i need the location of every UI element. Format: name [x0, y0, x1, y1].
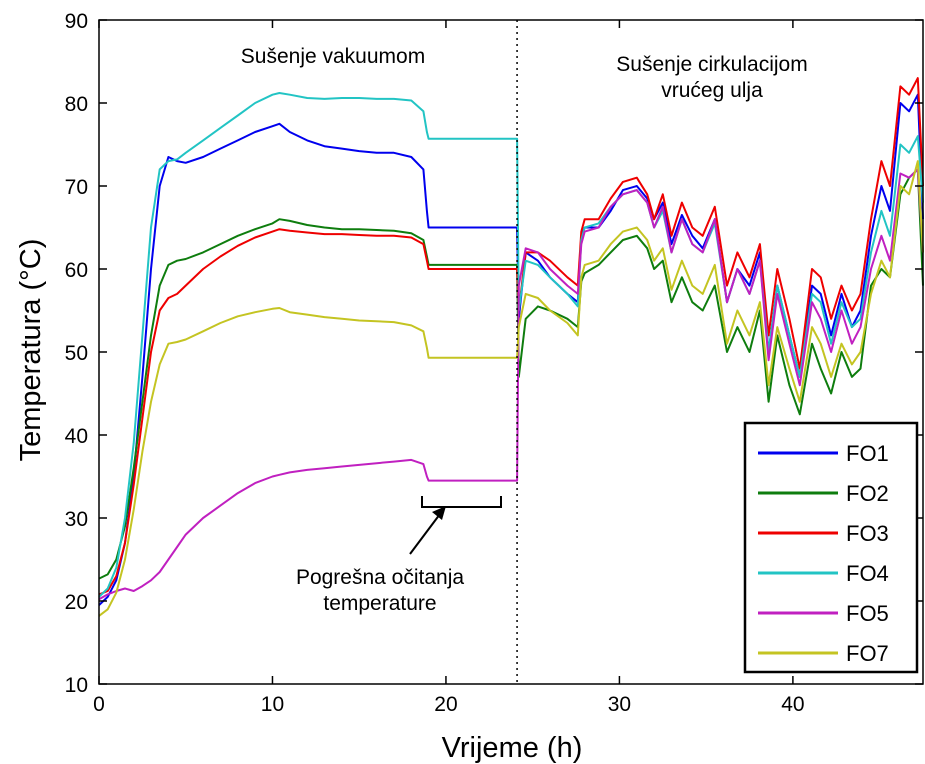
legend-box — [743, 421, 919, 674]
y-tick-label: 90 — [65, 10, 88, 33]
vacuum-drying-label: Sušenje vakuumom — [241, 45, 425, 68]
error-arrow-line — [409, 513, 441, 555]
y-tick-label: 40 — [65, 425, 88, 448]
oil-drying-label-line1: Sušenje cirkulacijom — [616, 53, 807, 76]
x-tick-label: 0 — [93, 693, 105, 716]
x-tick-label: 40 — [781, 693, 804, 716]
x-tick-label: 20 — [434, 693, 457, 716]
series-line-fo7 — [98, 160, 924, 617]
legend-label-fo4: FO4 — [846, 561, 889, 586]
y-axis-label: Temperatura (°C) — [15, 239, 47, 462]
x-axis-label: Vrijeme (h) — [442, 732, 583, 764]
y-tick-label: 50 — [65, 342, 88, 365]
y-tick-label: 80 — [65, 93, 88, 116]
x-tick-label: 30 — [608, 693, 631, 716]
error-bracket — [421, 496, 502, 508]
series-layer — [98, 77, 924, 617]
y-tick-label: 30 — [65, 508, 88, 531]
legend: FO1 FO2 FO3 FO4 FO5 FO7 — [743, 421, 919, 674]
legend-label-fo3: FO3 — [846, 521, 889, 546]
legend-label-fo7: FO7 — [846, 641, 889, 666]
error-label-line1: Pogrešna očitanja — [296, 566, 464, 589]
y-tick-label: 20 — [65, 591, 88, 614]
error-label-line2: temperature — [323, 592, 436, 615]
oil-drying-label-line2: vrućeg ulja — [661, 79, 763, 102]
legend-label-fo1: FO1 — [846, 441, 889, 466]
x-tick-label: 10 — [261, 693, 284, 716]
series-line-fo5 — [98, 168, 924, 601]
legend-label-fo2: FO2 — [846, 481, 889, 506]
error-arrow-head — [432, 506, 446, 520]
y-tick-label: 70 — [65, 176, 88, 199]
y-tick-label: 10 — [65, 674, 88, 697]
legend-label-fo5: FO5 — [846, 601, 889, 626]
y-tick-label: 60 — [65, 259, 88, 282]
